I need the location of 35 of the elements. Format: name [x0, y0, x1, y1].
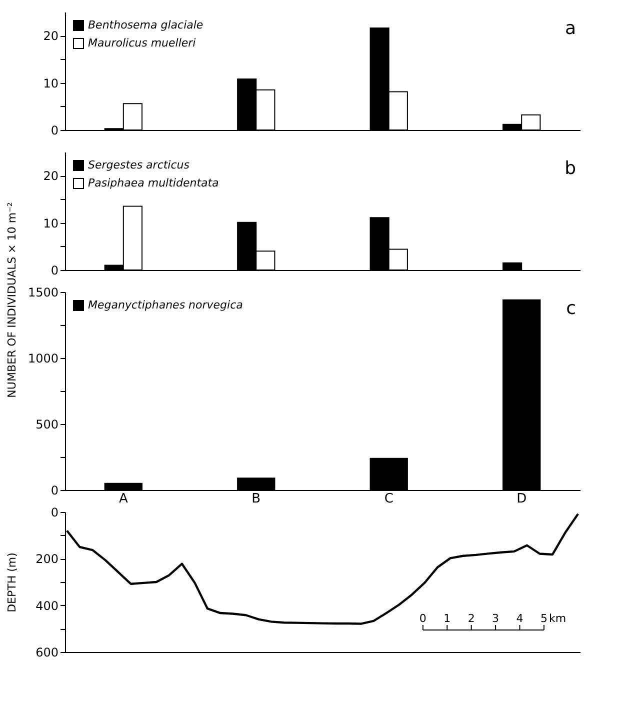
y-tick-label: 200 — [36, 552, 58, 566]
y-axis-title: DEPTH (m) — [6, 552, 18, 612]
annotation: 3 — [492, 612, 500, 625]
x-tick-label: A — [118, 492, 128, 506]
y-tick-label: 20 — [43, 29, 58, 44]
annotation: 5 — [540, 612, 548, 625]
y-tick-label: 0 — [50, 484, 58, 498]
y-tick-label: 0 — [50, 506, 58, 520]
annotation: c — [566, 298, 576, 319]
y-tick-label: 1000 — [28, 352, 58, 366]
y-tick-label: 500 — [36, 418, 58, 432]
annotation: 1 — [444, 612, 451, 625]
annotation: 2 — [468, 612, 475, 625]
legend-label: Benthosema glaciale — [88, 18, 204, 32]
y-tick-label: 1500 — [28, 286, 58, 300]
annotation: b — [564, 158, 576, 179]
annotation: a — [564, 18, 576, 39]
x-tick-label: B — [252, 492, 261, 506]
y-tick-label: 10 — [43, 216, 58, 230]
annotation: 0 — [419, 612, 426, 625]
y-tick-label: 0 — [50, 264, 58, 278]
legend-label: Pasiphaea multidentata — [88, 176, 220, 190]
annotation: km — [548, 612, 566, 625]
x-tick-label: C — [384, 492, 394, 506]
x-tick-label: D — [516, 492, 527, 506]
y-tick-label: 400 — [36, 598, 58, 613]
y-tick-label: 20 — [43, 169, 58, 184]
legend-label: Meganyctiphanes norvegica — [88, 298, 244, 312]
annotation: 4 — [516, 612, 524, 625]
y-tick-label: 600 — [36, 646, 58, 660]
legend-label: Maurolicus muelleri — [88, 36, 196, 50]
y-axis-title: NUMBER OF INDIVIDUALS × 10 m⁻² — [6, 202, 18, 398]
y-tick-label: 10 — [43, 76, 58, 90]
y-tick-label: 0 — [50, 124, 58, 138]
legend-label: Sergestes arcticus — [88, 158, 190, 172]
